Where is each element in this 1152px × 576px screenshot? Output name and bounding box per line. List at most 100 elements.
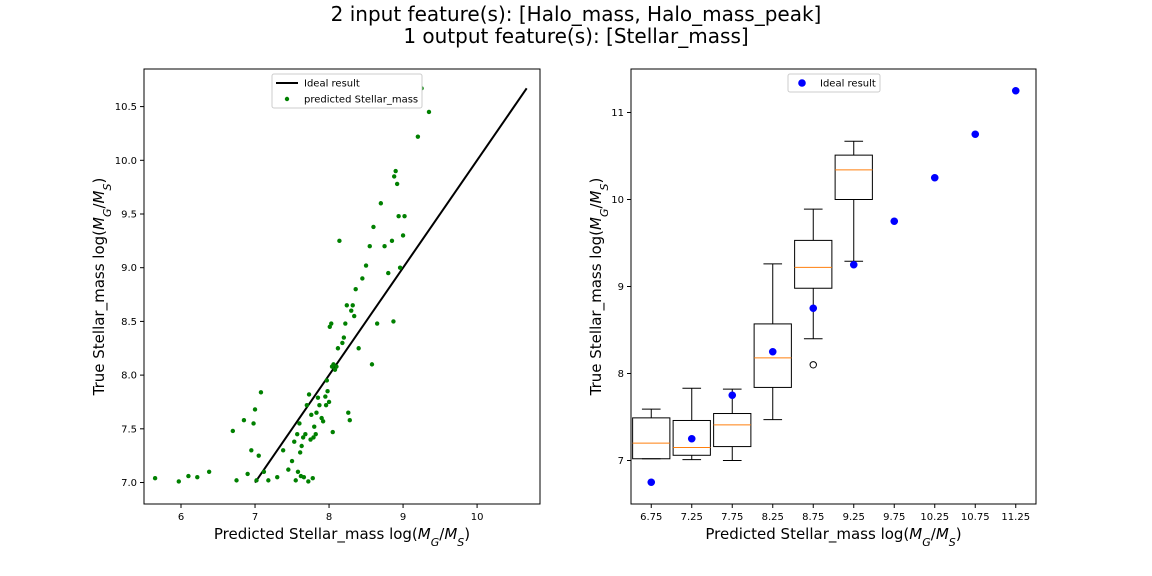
scatter-point [241,418,247,423]
scatter-point [292,439,297,444]
legend-point-swatch [798,79,806,87]
scatter-point [363,263,369,268]
legend-label: predicted Stellar_mass [304,95,418,106]
y-tick-label: 11 [611,108,624,119]
scatter-point [293,478,298,483]
x-tick-label: 7.25 [681,512,703,523]
ideal-result-point [849,260,858,269]
ideal-result-point [768,347,777,356]
box-7.25 [672,387,711,461]
scatter-point [415,134,421,139]
scatter-point [306,479,311,484]
scatter-point [295,431,300,437]
box-8.25 [753,263,792,421]
figure-title-line2: 1 output feature(s): [Stellar_mass] [403,24,749,48]
ideal-result-point [809,304,818,313]
legend-label: Ideal result [820,79,876,90]
scatter-point [320,419,326,424]
scatter-point [347,418,352,423]
ideal-result-point [687,434,696,443]
scatter-point [350,303,355,308]
scatter-point [426,109,432,115]
plot-frame [143,68,541,505]
box-iqr [713,413,752,448]
scatter-point [346,410,351,415]
scatter-point [324,378,330,383]
ideal-result-point [971,130,980,139]
scatter-point [374,321,380,326]
box-iqr [753,323,792,388]
scatter-point [195,474,200,480]
y-tick-label: 7.0 [121,478,137,489]
scatter-point [330,429,335,435]
y-tick-label: 10 [611,195,624,206]
x-tick-label: 9 [400,512,406,523]
y-tick-label: 7 [618,456,624,467]
scatter-point [397,265,403,270]
scatter-point [371,224,376,230]
scatter-point [176,479,181,484]
scatter-point [152,476,158,481]
scatter-point [323,394,328,399]
scatter-point [254,478,259,483]
scatter-point [356,346,361,351]
scatter-point [349,308,354,313]
scatter-point [256,453,261,458]
x-tick-label: 10.75 [961,512,990,523]
scatter-point [400,233,406,238]
y-tick-label: 10.5 [115,102,137,113]
scatter-point [360,276,365,281]
scatter-point [393,168,398,174]
ideal-result-point [1011,86,1020,95]
y-tick-label: 9 [618,282,624,293]
scatter-point [234,478,239,483]
legend: Ideal result [787,73,881,93]
scatter-point [337,238,342,244]
scatter-point [323,402,329,408]
scatter-point [312,424,317,429]
scatter-point [297,421,302,426]
box-7.75 [713,388,752,461]
scatter-point [340,340,345,346]
y-axis-label: True Stellar_mass log(MG/MS) [90,178,114,397]
x-tick-label: 8 [326,512,332,523]
outlier-point [809,361,817,369]
scatter-point [261,469,267,474]
x-tick-label: 10.25 [920,512,949,523]
x-tick-label: 7 [252,512,258,523]
x-tick-label: 6.75 [640,512,662,523]
scatter-point [344,303,350,308]
scatter-point [378,201,384,206]
scatter-point [251,421,256,426]
scatter-point [394,181,400,187]
scatter-point [367,244,372,249]
scatter-point [295,469,301,474]
scatter-point [353,286,358,292]
scatter-point [230,428,236,434]
scatter-point [309,412,314,418]
ideal-result-point [890,217,899,226]
scatter-point [369,362,375,367]
scatter-point [275,474,280,480]
scatter-point [299,443,304,449]
figure-title-line1: 2 input feature(s): [Halo_mass, Halo_mas… [330,2,822,26]
box-iqr [632,417,671,460]
scatter-point [314,410,319,415]
legend: Ideal result predicted Stellar_mass [271,73,423,109]
x-tick-label: 9.75 [883,512,905,523]
y-axis-label: True Stellar_mass log(MG/MS) [587,178,611,397]
scatter-point [245,471,250,477]
x-tick-label: 10 [471,512,484,523]
ideal-result-point [930,173,939,182]
x-tick-label: 8.75 [802,512,824,523]
scatter-point [382,244,387,249]
scatter-point [334,364,339,369]
scatter-point [389,238,395,244]
ideal-result-point [728,391,737,400]
legend-label: Ideal result [304,79,360,90]
scatter-point [252,407,258,412]
scatter-point [300,435,306,440]
scatter-point [335,346,341,351]
y-tick-label: 7.5 [121,424,137,435]
